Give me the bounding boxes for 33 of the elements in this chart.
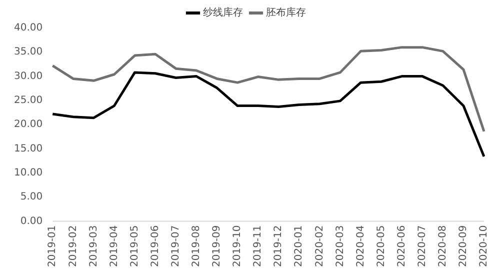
y-tick-label: 10.00	[14, 168, 43, 179]
x-tick-label: 2020-01	[294, 225, 305, 268]
legend-label: 纱线库存	[203, 6, 243, 19]
x-tick-label: 2019-07	[170, 225, 182, 268]
y-tick-label: 30.00	[14, 70, 43, 82]
x-tick-label: 2019-03	[88, 225, 100, 268]
x-tick-label: 2019-12	[273, 225, 284, 268]
x-tick-label: 2020-06	[396, 225, 408, 268]
y-tick-label: 15.00	[14, 143, 43, 154]
x-tick-label: 2020-07	[416, 225, 428, 268]
y-tick-label: 35.00	[14, 46, 43, 58]
x-tick-label: 2020-03	[334, 225, 346, 268]
y-tick-label: 0.00	[20, 216, 43, 227]
x-tick-label: 2019-05	[129, 225, 140, 268]
x-tick-label: 2020-09	[458, 225, 470, 268]
x-tick-label: 2019-04	[108, 225, 120, 268]
x-tick-label: 2020-02	[314, 225, 326, 268]
x-tick-label: 2019-06	[150, 225, 161, 268]
x-tick-label: 2020-05	[376, 225, 387, 268]
x-tick-label: 2019-08	[191, 225, 202, 268]
y-tick-label: 5.00	[20, 192, 43, 203]
x-tick-label: 2020-10	[478, 225, 490, 268]
x-tick-label: 2019-02	[68, 225, 79, 268]
x-tick-label: 2020-04	[355, 225, 366, 268]
x-tick-label: 2019-10	[232, 225, 244, 268]
y-tick-label: 25.00	[14, 95, 43, 106]
x-tick-label: 2020-08	[438, 225, 449, 268]
legend-label: 胚布库存	[266, 6, 306, 19]
x-tick-label: 2019-01	[47, 225, 58, 268]
x-tick-label: 2019-11	[252, 225, 264, 268]
x-tick-label: 2019-09	[212, 225, 223, 268]
y-tick-label: 40.00	[14, 22, 43, 34]
y-tick-label: 20.00	[14, 119, 43, 130]
